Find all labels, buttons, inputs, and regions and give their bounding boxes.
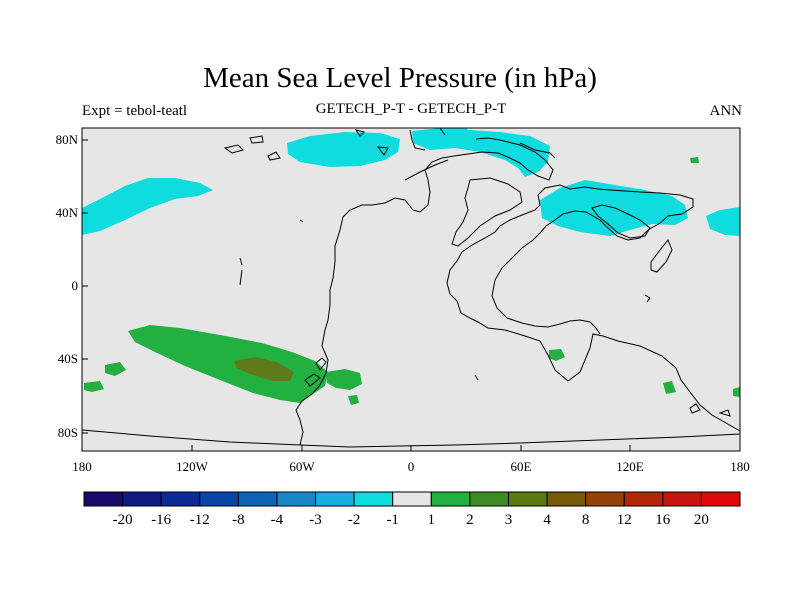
- colorbar-label: 4: [543, 512, 551, 528]
- coastline-laurasia-north: [404, 159, 449, 181]
- center-label: GETECH_P-T - GETECH_P-T: [315, 101, 507, 117]
- anomaly-north-atlantic: [287, 132, 400, 167]
- coastline-greenland: [409, 127, 556, 159]
- colorbar-swatch: [623, 491, 664, 507]
- lat-tick-label: 40S: [57, 351, 78, 366]
- lat-tick-label: 40N: [55, 205, 78, 220]
- colorbar-label: -12: [189, 512, 210, 528]
- colorbar-label: 20: [693, 512, 709, 528]
- anomaly-east-2: [733, 387, 740, 397]
- coastlines: [81, 127, 741, 448]
- anomaly-south-atlantic: [326, 369, 362, 390]
- colorbar-swatch: [430, 491, 471, 507]
- lat-tick-label: 80N: [55, 132, 78, 147]
- lon-tick-label: 120W: [176, 459, 208, 474]
- coastline-east-islands: [644, 239, 673, 303]
- anomaly-far-west: [84, 381, 104, 392]
- colorbar-label: 16: [655, 512, 671, 528]
- lon-tick-label: 60W: [289, 459, 315, 474]
- colorbar-label: -3: [309, 512, 322, 528]
- coastline-north-isles: [223, 129, 389, 161]
- lon-tick-label: 180: [730, 459, 750, 474]
- anomaly-east-1: [663, 381, 676, 394]
- colorbar-swatch: [546, 491, 587, 507]
- anomaly-east-pacific: [706, 207, 740, 236]
- anomaly-south-pacific-core: [234, 357, 294, 381]
- anomaly-arctic: [412, 128, 550, 177]
- colorbar-label: -1: [386, 512, 399, 528]
- colorbar-label: -8: [232, 512, 245, 528]
- map-ticks: [81, 139, 741, 451]
- coastline-asia-gulf: [591, 204, 651, 239]
- colorbar-label: 2: [466, 512, 474, 528]
- anomaly-north-pacific: [82, 178, 213, 235]
- colorbar-swatch: [353, 491, 394, 507]
- colorbar-label: -4: [270, 512, 284, 528]
- colorbar-swatch: [469, 491, 509, 507]
- colorbar-swatch: [507, 491, 548, 507]
- experiment-label: Expt = tebol-teatl: [82, 103, 188, 119]
- anomaly-sw-pacific: [105, 362, 126, 376]
- coastline-south-isles: [239, 219, 731, 417]
- lat-tick-label: 0: [71, 278, 79, 293]
- colorbar-label: 3: [504, 512, 513, 528]
- season-label: ANN: [709, 103, 743, 119]
- plot-title: Mean Sea Level Pressure (in hPa): [203, 62, 597, 94]
- coastline-inner-sea: [451, 177, 523, 247]
- colorbar-label: -20: [112, 512, 133, 528]
- lon-tick-label: 60E: [510, 459, 532, 474]
- anomaly-south-atlantic-small: [348, 395, 359, 405]
- colorbar-label: -2: [347, 512, 361, 528]
- colorbar-label: -16: [151, 512, 172, 528]
- colorbar-swatch: [199, 491, 239, 507]
- coastline-pangaea: [81, 184, 741, 448]
- colorbar-label: 8: [581, 512, 590, 528]
- lon-tick-label: 0: [407, 459, 415, 474]
- colorbar-label: 1: [427, 512, 436, 528]
- anomaly-south-pacific: [128, 325, 328, 403]
- colorbar-swatch: [662, 491, 702, 507]
- colorbar-swatch: [392, 491, 432, 507]
- lon-tick-label: 120E: [616, 459, 644, 474]
- colorbar-swatch: [585, 491, 625, 507]
- colorbar-label: 12: [616, 512, 632, 528]
- colorbar-swatch: [276, 491, 317, 507]
- colorbar-swatch: [315, 491, 355, 507]
- anomaly-arctic-small: [690, 157, 699, 163]
- lon-tick-label: 180: [72, 459, 92, 474]
- colorbar: [83, 491, 741, 507]
- colorbar-swatch: [160, 491, 201, 507]
- coastline-west-pangaea: [295, 137, 554, 446]
- lat-tick-label: 80S: [57, 425, 78, 440]
- anomaly-arctic-islet: [448, 128, 468, 133]
- colorbar-swatch: [83, 491, 124, 507]
- colorbar-swatch: [122, 491, 162, 507]
- colorbar-swatch: [237, 491, 278, 507]
- anomaly-indian-ocean: [549, 349, 565, 361]
- colorbar-swatch: [700, 491, 741, 507]
